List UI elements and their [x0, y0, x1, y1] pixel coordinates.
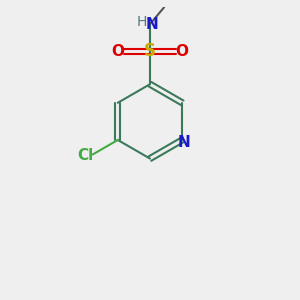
Text: N: N — [146, 16, 159, 32]
Text: H: H — [136, 15, 147, 29]
Text: O: O — [176, 44, 188, 59]
Text: Cl: Cl — [78, 148, 94, 163]
Text: O: O — [112, 44, 124, 59]
Text: N: N — [177, 135, 190, 150]
Text: S: S — [144, 42, 156, 60]
